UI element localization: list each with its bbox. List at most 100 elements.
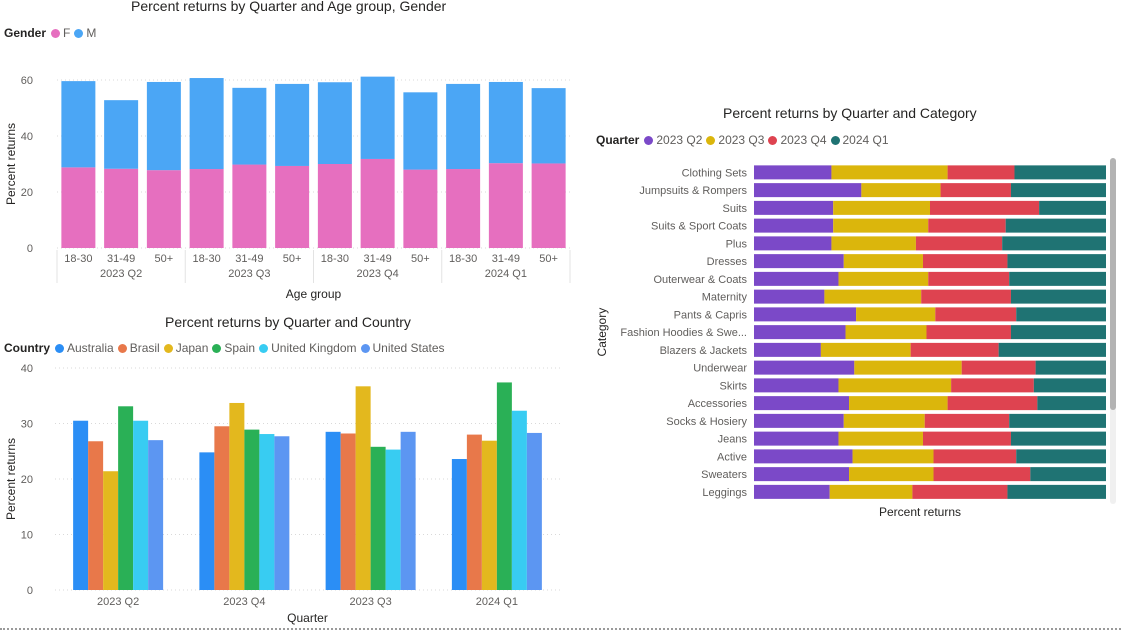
bar-spain [244,429,260,590]
scrollbar-thumb[interactable] [1110,158,1116,410]
y-tick-label: Suits & Sport Coats [651,221,747,233]
y-tick-label: Underwear [693,363,747,375]
bar-2024-q1 [1035,360,1106,375]
bar-2024-q1 [1037,396,1106,411]
bar-m [446,83,481,170]
group-label: 2023 Q3 [228,268,270,280]
legend-item-brasil[interactable]: Brasil [117,341,160,355]
country-chart: 0 10 20 30 40 Percent returns 2023 Q2 2023 Q4 20… [4,363,560,625]
legend-item-2023-q3[interactable]: 2023 Q3 [706,133,764,147]
legend-item-m[interactable]: M [74,26,96,40]
y-axis-title: Percent returns [4,438,18,520]
legend-dot-icon [51,28,61,38]
group-label: 2024 Q1 [485,268,527,280]
bar-2024-q1 [1009,271,1106,286]
bar-2023-q3 [833,218,929,233]
bar-2023-q3 [861,183,941,198]
bar-2023-q4 [910,342,999,357]
bar-2024-q1 [1016,307,1106,322]
bar-2023-q3 [829,484,913,499]
y-tick-label: Fashion Hoodies & Swe... [620,327,747,339]
age-chart-title: Percent returns by Quarter and Age group… [131,0,447,14]
legend-label: F [63,26,71,40]
bar-2023-q2 [754,325,846,340]
x-tick-label: 18-30 [193,253,221,265]
x-axis-title: Percent returns [879,505,961,519]
bar-japan [481,440,497,590]
bar-united-kingdom [385,449,401,590]
legend-item-united-states[interactable]: United States [360,341,445,355]
legend-label: Japan [175,341,209,355]
bar-brasil [214,426,230,590]
bar-m [317,82,352,164]
legend-item-spain[interactable]: Spain [212,341,255,355]
y-tick-label: Pants & Capris [674,309,748,321]
legend-dot-icon [117,343,127,353]
bar-f [189,169,224,248]
bar-2023-q4 [922,431,1011,446]
bar-2023-q3 [845,325,927,340]
bar-2023-q2 [754,183,862,198]
bar-2023-q4 [926,325,1011,340]
bar-brasil [340,433,356,590]
bar-2023-q3 [820,342,911,357]
y-tick-label: Jeans [718,434,748,446]
y-tick-label: Socks & Hosiery [666,416,747,428]
x-tick-label: 31-49 [492,253,520,265]
bar-united-kingdom [511,410,527,590]
bar-spain [370,446,386,590]
legend-item-united-kingdom[interactable]: United Kingdom [259,341,357,355]
legend-title: Quarter [596,133,640,147]
x-tick-label: 2023 Q3 [350,596,392,608]
bar-spain [496,382,512,590]
bar-2024-q1 [1010,431,1106,446]
y-tick-label: Blazers & Jackets [660,345,748,357]
y-tick-label: Sweaters [701,469,747,481]
bar-australia [325,431,341,590]
bar-2024-q1 [1010,289,1106,304]
legend-dot-icon [706,135,716,145]
bar-2023-q2 [754,360,855,375]
x-tick-label: 50+ [411,253,430,265]
x-axis-title: Age group [286,287,342,301]
bar-2023-q3 [831,236,916,251]
legend-item-australia[interactable]: Australia [55,341,114,355]
legend-label: Spain [224,341,256,355]
category-scrollbar[interactable] [1110,158,1116,504]
bar-m [275,83,310,166]
legend-dot-icon [55,343,64,353]
y-tick-label: Plus [726,238,748,250]
bar-2024-q1 [1014,165,1106,180]
legend-item-f[interactable]: F [51,26,70,40]
legend-item-japan[interactable]: Japan [163,341,209,355]
x-tick-label: 31-49 [364,253,392,265]
category-chart-title: Percent returns by Quarter and Category [723,105,977,121]
bar-2024-q1 [1005,218,1106,233]
bar-2023-q3 [849,467,934,482]
bar-2023-q4 [924,413,1010,428]
x-tick-label: 31-49 [107,253,135,265]
bar-2023-q3 [843,413,925,428]
legend-item-2023-q4[interactable]: 2023 Q4 [768,133,827,147]
bar-japan [355,386,371,590]
bar-f [232,164,267,248]
bar-2023-q2 [754,431,839,446]
y-tick-label: Accessories [688,398,748,410]
y-tick-label: Jumpsuits & Rompers [639,185,747,197]
bar-2023-q3 [843,254,923,269]
legend-item-2024-q1[interactable]: 2024 Q1 [830,133,889,147]
bar-2024-q1 [1016,449,1106,464]
legend-label: 2024 Q1 [842,133,889,147]
y-tick-label: Active [717,451,747,463]
bar-m [61,81,96,168]
legend-title: Gender [4,26,47,40]
category-chart-legend: Quarter 2023 Q2 2023 Q3 2023 Q4 2024 Q1 [596,133,893,147]
bar-spain [118,406,134,590]
legend-item-2023-q2[interactable]: 2023 Q2 [644,133,702,147]
y-tick-label: Outerwear & Coats [653,274,747,286]
bar-2023-q4 [930,200,1040,215]
bar-f [104,168,139,248]
bar-2023-q4 [915,236,1003,251]
bar-2023-q4 [912,484,1008,499]
age-gender-chart: 0 20 40 60 Percent returns 18-30 31-49 50+ 18-30… [4,75,571,301]
